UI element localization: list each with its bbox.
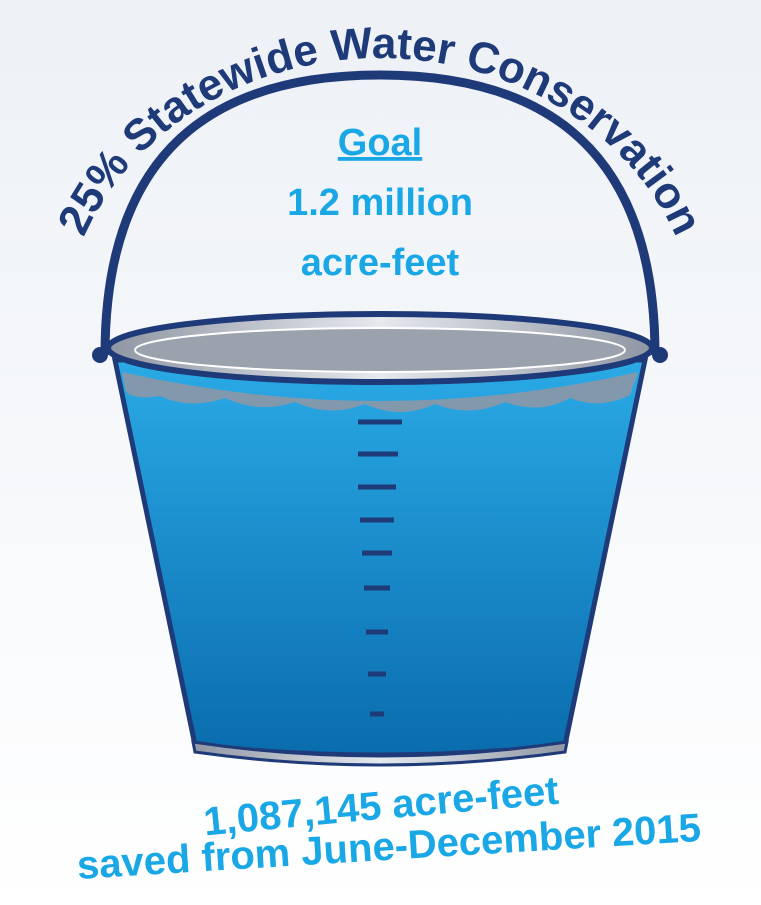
water-surface [122, 372, 638, 412]
handle-knob [92, 347, 108, 363]
handle-knob [652, 347, 668, 363]
bucket-base [191, 740, 569, 767]
goal-amount: 1.2 million [287, 182, 473, 224]
bucket-inner [134, 327, 626, 373]
goal-heading: Goal [338, 122, 422, 164]
bucket-body [111, 357, 649, 758]
goal-unit: acre-feet [301, 242, 460, 284]
bucket-handle [100, 70, 660, 356]
measure-marks [358, 419, 402, 717]
bucket [92, 311, 668, 767]
